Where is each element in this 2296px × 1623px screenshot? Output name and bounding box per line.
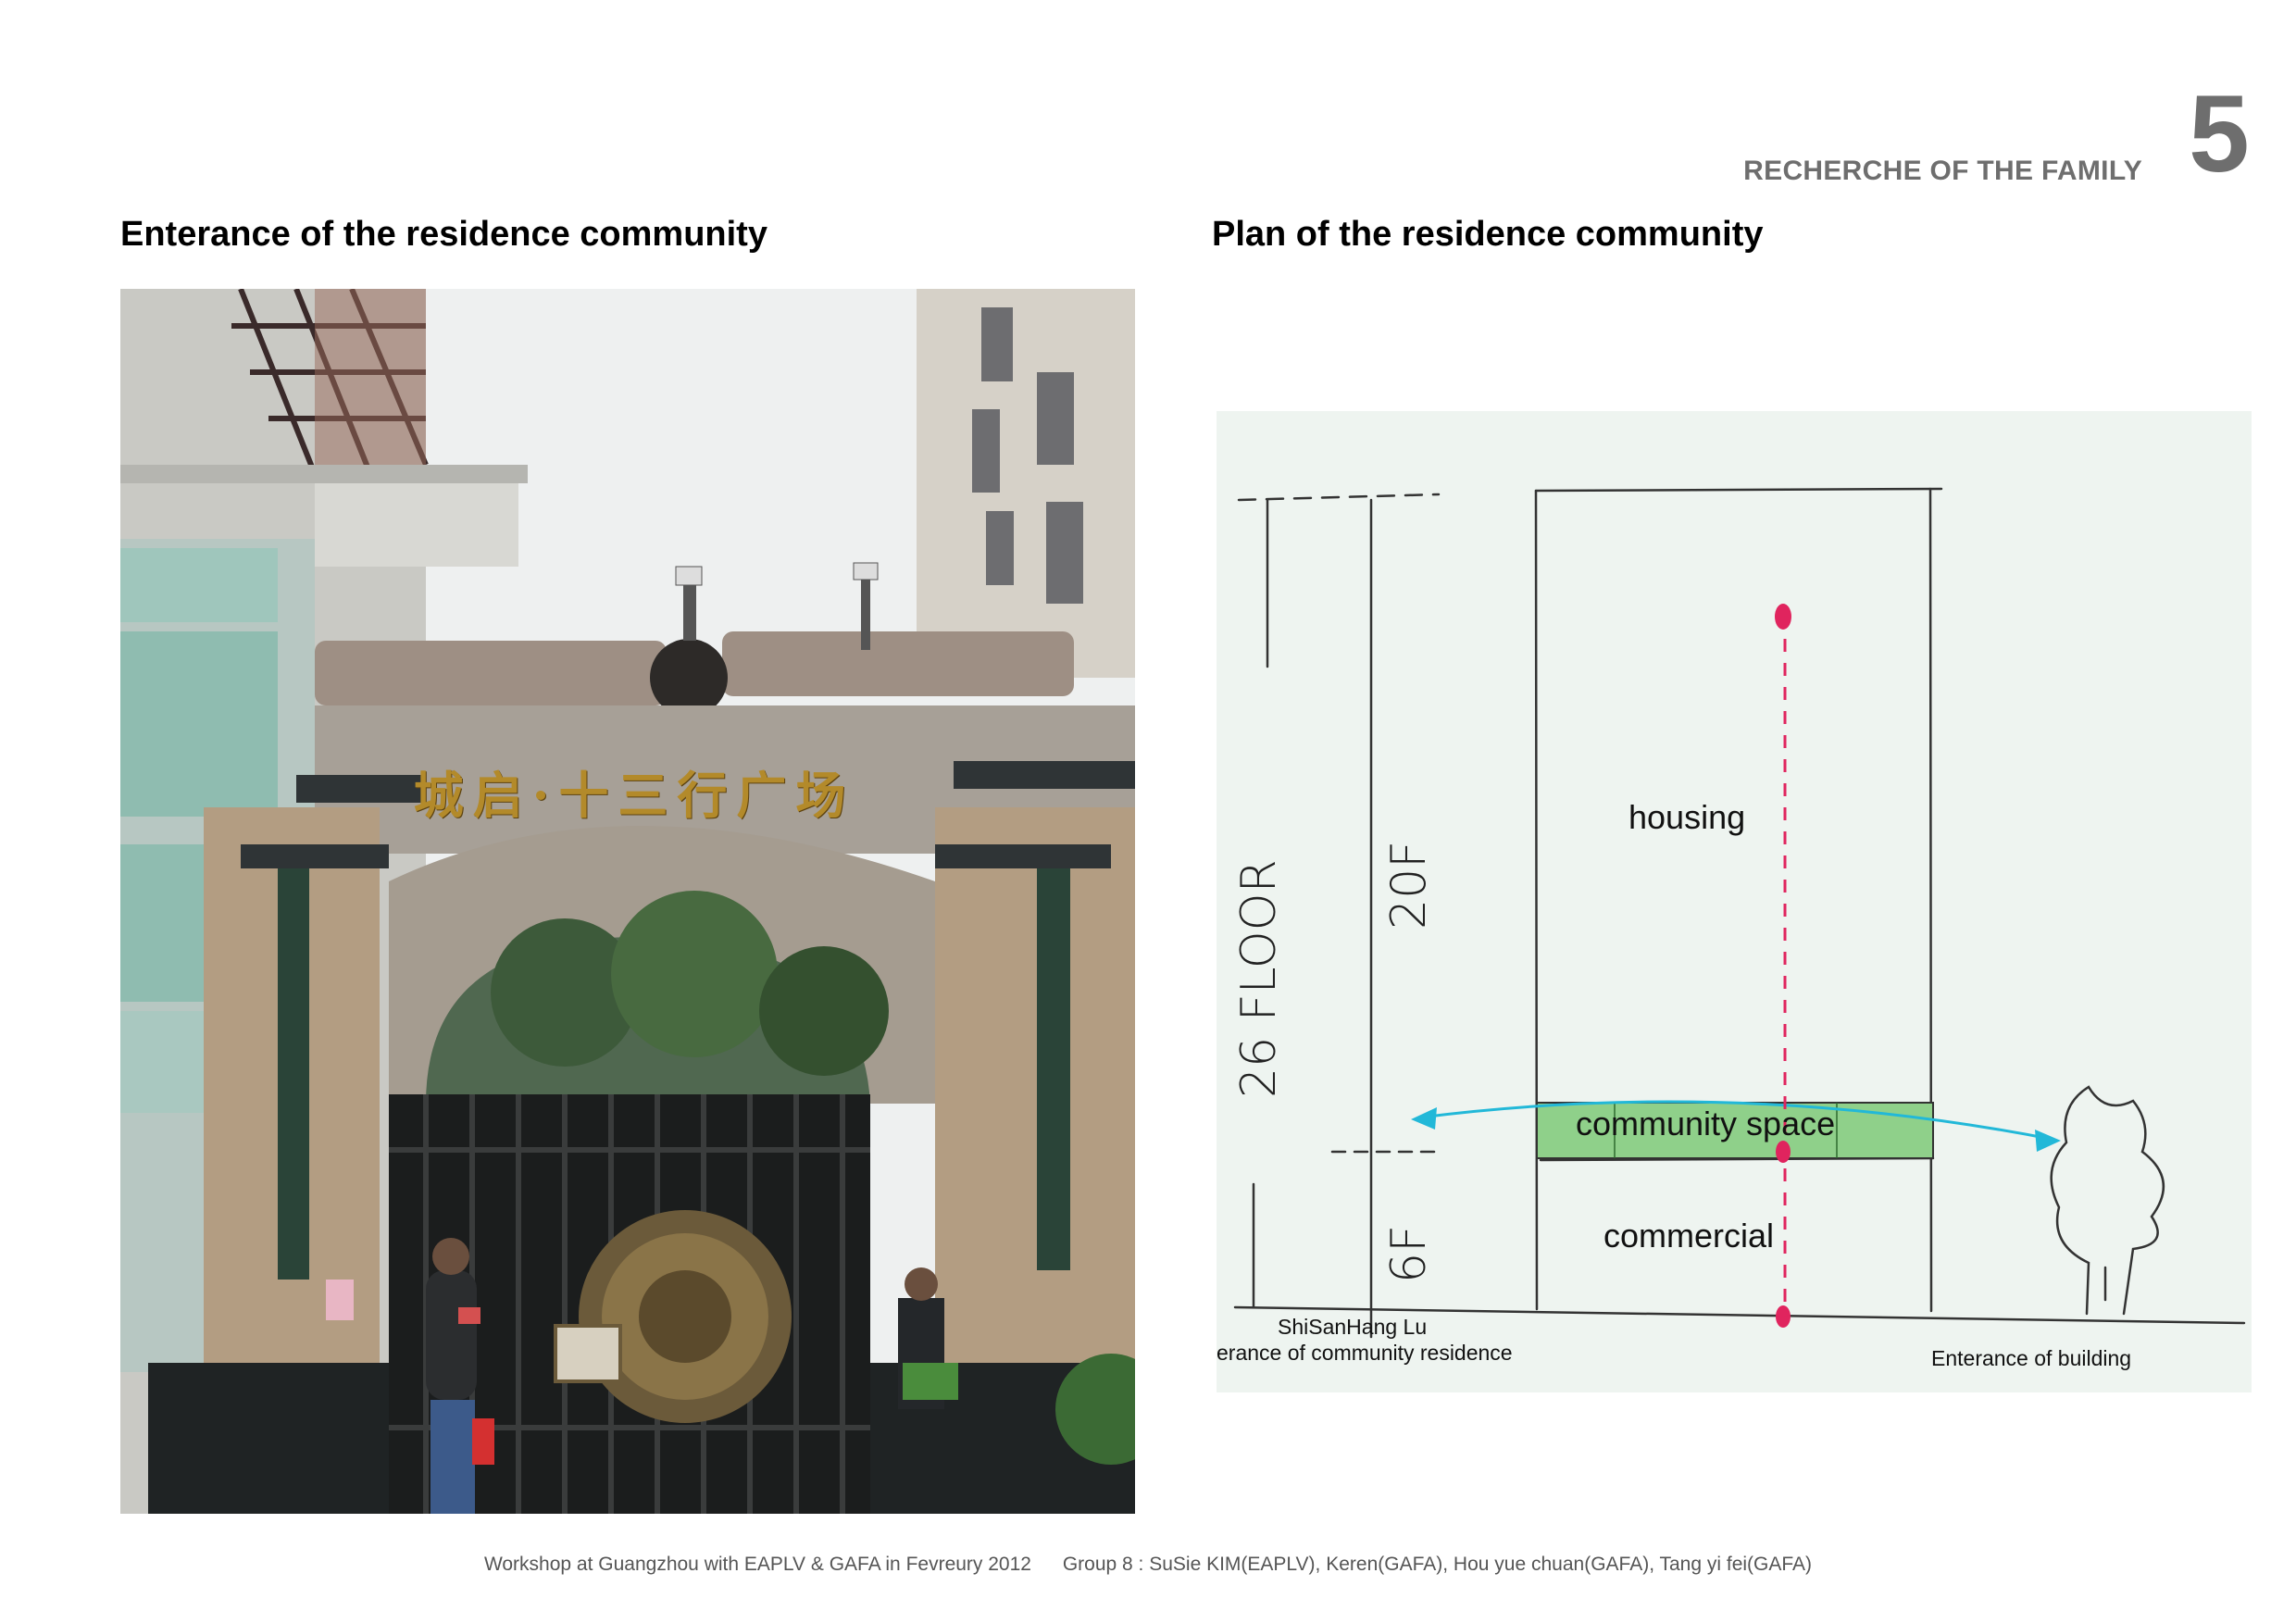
label-building-entrance: Enterance of building bbox=[1931, 1346, 2132, 1370]
gate-sign: 城启·十三行广场 bbox=[413, 766, 855, 825]
label-20f: 20F bbox=[1381, 840, 1437, 930]
footer-workshop: Workshop at Guangzhou with EAPLV & GAFA … bbox=[483, 1554, 1031, 1575]
entrance-photo-drawing bbox=[120, 289, 1135, 1514]
left-title: Enterance of the residence community bbox=[120, 215, 767, 254]
label-street: ShiSanHang Lu bbox=[1278, 1315, 1428, 1339]
label-community-entrance: erance of community residence bbox=[1217, 1341, 1513, 1365]
label-housing: housing bbox=[1628, 798, 1746, 836]
label-community-space: community space bbox=[1576, 1105, 1836, 1142]
footer-group: Group 8 : SuSie KIM(EAPLV), Keren(GAFA),… bbox=[1062, 1554, 1813, 1575]
label-6f: 6F bbox=[1381, 1225, 1437, 1283]
plan-sketch: housing community space commercial ShiSa… bbox=[1217, 411, 2252, 1392]
section-title: RECHERCHE OF THE FAMILY bbox=[1743, 156, 2142, 186]
right-title: Plan of the residence community bbox=[1212, 215, 1764, 254]
plan-drawing bbox=[1233, 487, 2246, 1339]
label-commercial: commercial bbox=[1603, 1217, 1775, 1255]
page-number: 5 bbox=[2189, 73, 2250, 195]
entrance-photo: 城启·十三行广场 bbox=[120, 289, 1135, 1514]
label-26-floor: 26 FLOOR bbox=[1231, 859, 1287, 1098]
footer: Workshop at Guangzhou with EAPLV & GAFA … bbox=[0, 1554, 2296, 1576]
